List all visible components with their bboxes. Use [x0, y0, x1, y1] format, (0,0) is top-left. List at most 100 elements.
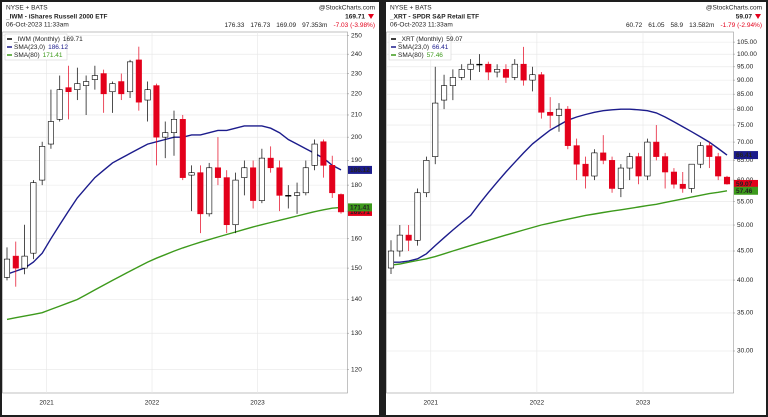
price-tag [348, 165, 372, 174]
candle-body [697, 145, 704, 165]
legend-value: 169.71 [63, 36, 83, 43]
candle-body [653, 141, 660, 157]
chart-title: _IWM - iShares Russell 2000 ETF [5, 14, 108, 21]
candle-body [56, 89, 63, 120]
candle-body [337, 194, 345, 213]
candle-body [109, 83, 116, 93]
legend-name: SMA(23,0) [398, 44, 429, 51]
candle-body [538, 74, 545, 113]
candle-body [285, 195, 292, 197]
candle-body [74, 83, 81, 90]
ohlc-value: 61.05 [648, 22, 665, 29]
date: 06-Oct-2023 11:33am [6, 22, 69, 29]
price-tag-label: 169.71 [350, 209, 370, 216]
candle-body [679, 183, 686, 189]
price-tag [734, 151, 758, 160]
y-tick-label: 190 [351, 157, 362, 164]
legend-entry: _XRT (Monthly) 59.07 [397, 36, 463, 43]
down-arrow [368, 14, 374, 19]
candle-body [520, 63, 527, 81]
y-tick-label: 80.00 [737, 106, 754, 113]
y-tick-label: 70.00 [737, 139, 754, 146]
x-tick-label: 2021 [39, 400, 54, 407]
exchange: NYSE + BATS [6, 5, 48, 12]
x-tick-label: 2021 [424, 400, 439, 407]
y-tick-label: 140 [351, 296, 362, 303]
candle-body [127, 61, 134, 93]
ohlc-row: 176.33 176.73 169.09 97.353m -7.03 (-3.98%) [224, 22, 375, 29]
y-tick-label: 35.00 [737, 310, 754, 317]
candle-body [441, 85, 448, 101]
legend-box [4, 33, 68, 61]
legend-entry: _IWM (Monthly) 169.71 [13, 36, 83, 43]
y-tick-label: 45.00 [737, 248, 754, 255]
panel [386, 2, 766, 415]
candle-body [662, 156, 669, 173]
price-tag [348, 207, 372, 216]
plot-area [2, 31, 348, 394]
legend-entry: SMA(23,0) 66.41 [398, 44, 449, 51]
y-tick-label: 30.00 [737, 348, 754, 355]
y-tick-label: 120 [351, 366, 362, 373]
y-tick-label: 250 [351, 32, 362, 39]
legend-entry: SMA(80) 171.41 [14, 52, 63, 59]
candle-body [449, 77, 456, 86]
y-tick-label: 180 [351, 182, 362, 189]
sma-line [390, 190, 728, 266]
down-arrow [755, 14, 761, 19]
y-tick-label: 55.00 [737, 198, 754, 205]
candle-body [723, 176, 731, 185]
candle-body [626, 156, 633, 169]
candle-body [458, 69, 465, 78]
ohlc-value: 13.582m [689, 22, 714, 29]
candle-body [258, 157, 265, 201]
candle-body [609, 160, 616, 189]
candle-body [329, 165, 336, 194]
candle-body [644, 141, 651, 177]
candle-body [555, 108, 563, 116]
candle-body [135, 59, 142, 103]
legend-entry: SMA(23,0) 186.12 [14, 44, 68, 51]
legend-value: 186.12 [48, 44, 68, 51]
candle-body [396, 234, 403, 252]
y-tick-label: 40.00 [737, 277, 754, 284]
candle-body [591, 152, 598, 177]
source: @StockCharts.com [319, 5, 375, 12]
candle-body [432, 102, 439, 157]
candle-body [153, 85, 160, 138]
sma-line [6, 206, 342, 321]
source: @StockCharts.com [706, 5, 762, 12]
legend-value: 66.41 [432, 44, 449, 51]
y-tick-label: 100.00 [737, 51, 757, 58]
ohlc-value: 176.73 [250, 22, 270, 29]
candle-body [241, 167, 248, 178]
candle-body [65, 87, 72, 93]
last-price: 169.71 [345, 14, 365, 21]
price-tag-label: 57.46 [736, 188, 753, 195]
candle-body [179, 119, 186, 178]
exchange: NYSE + BATS [390, 5, 432, 12]
candle-body [21, 255, 28, 269]
ohlc-value: 97.353m [302, 22, 327, 29]
x-tick-label: 2022 [145, 400, 160, 407]
y-tick-label: 105.00 [737, 39, 757, 46]
candle-body [302, 167, 309, 194]
candle-body [311, 143, 318, 166]
y-tick-label: 240 [351, 51, 362, 58]
candle-body [502, 69, 509, 78]
price-tag [734, 179, 758, 188]
candle-body [91, 75, 98, 80]
legend-name: _XRT (Monthly) [397, 36, 443, 43]
legend-value: 57.46 [427, 52, 444, 59]
y-tick-label: 220 [351, 91, 362, 98]
candle-body [405, 234, 412, 241]
panel [2, 2, 379, 415]
price-tag-label: 66.41 [736, 152, 753, 159]
candle-body [600, 152, 607, 161]
candle-body [573, 145, 580, 165]
candle-body [414, 192, 421, 241]
y-tick-label: 130 [351, 330, 362, 337]
x-tick-label: 2023 [636, 400, 651, 407]
